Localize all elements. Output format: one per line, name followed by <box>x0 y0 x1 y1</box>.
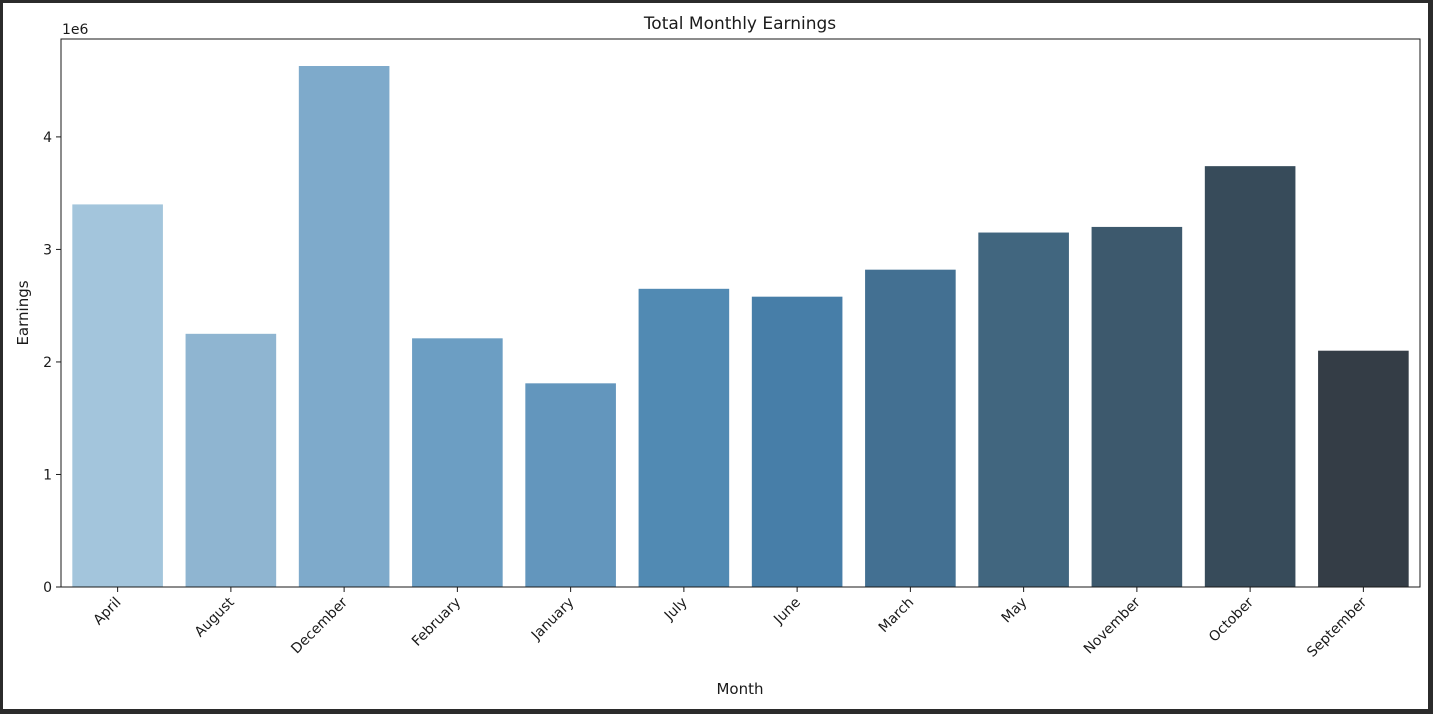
bars-group <box>72 66 1409 588</box>
bar-december <box>298 66 390 587</box>
bar-june <box>751 296 843 587</box>
x-tick-label: November <box>1081 594 1144 657</box>
bar-november <box>1091 226 1183 588</box>
bar-july <box>638 288 730 587</box>
x-tick-label: January <box>528 595 578 645</box>
x-axis: April August December February January July Ju… <box>91 587 1370 661</box>
bar-september <box>1318 350 1409 587</box>
bar-february <box>412 338 503 587</box>
y-axis: 0 1 2 3 4 <box>43 130 61 596</box>
plot-frame <box>60 38 1421 588</box>
bar-august <box>185 333 277 587</box>
y-tick-label: 3 <box>43 242 52 258</box>
bar-march <box>865 269 956 587</box>
bar-chart: Total Monthly Earnings 1e6 0 1 2 3 4 April Au… <box>14 14 1421 698</box>
x-tick-label: February <box>409 595 464 650</box>
chart-title: Total Monthly Earnings <box>643 14 836 34</box>
bar-april <box>72 204 163 587</box>
x-tick-label: August <box>192 594 238 640</box>
x-tick-label: December <box>288 594 351 657</box>
bar-january <box>525 383 616 587</box>
x-tick-label: July <box>661 595 691 625</box>
x-tick-label: March <box>876 595 917 636</box>
bar-october <box>1204 166 1296 587</box>
bar-may <box>978 232 1069 588</box>
x-axis-label: Month <box>716 680 763 698</box>
y-axis-label: Earnings <box>14 280 32 345</box>
y-tick-label: 1 <box>43 467 52 483</box>
y-tick-label: 2 <box>43 355 52 371</box>
y-tick-label: 4 <box>43 130 52 146</box>
y-scale-label: 1e6 <box>62 22 89 38</box>
x-tick-label: October <box>1206 594 1257 645</box>
chart-frame: Total Monthly Earnings 1e6 0 1 2 3 4 April Au… <box>3 3 1428 709</box>
x-tick-label: June <box>770 595 804 629</box>
x-tick-label: September <box>1304 594 1370 660</box>
x-tick-label: April <box>91 595 125 629</box>
x-tick-label: May <box>999 595 1031 627</box>
y-tick-label: 0 <box>43 580 52 596</box>
